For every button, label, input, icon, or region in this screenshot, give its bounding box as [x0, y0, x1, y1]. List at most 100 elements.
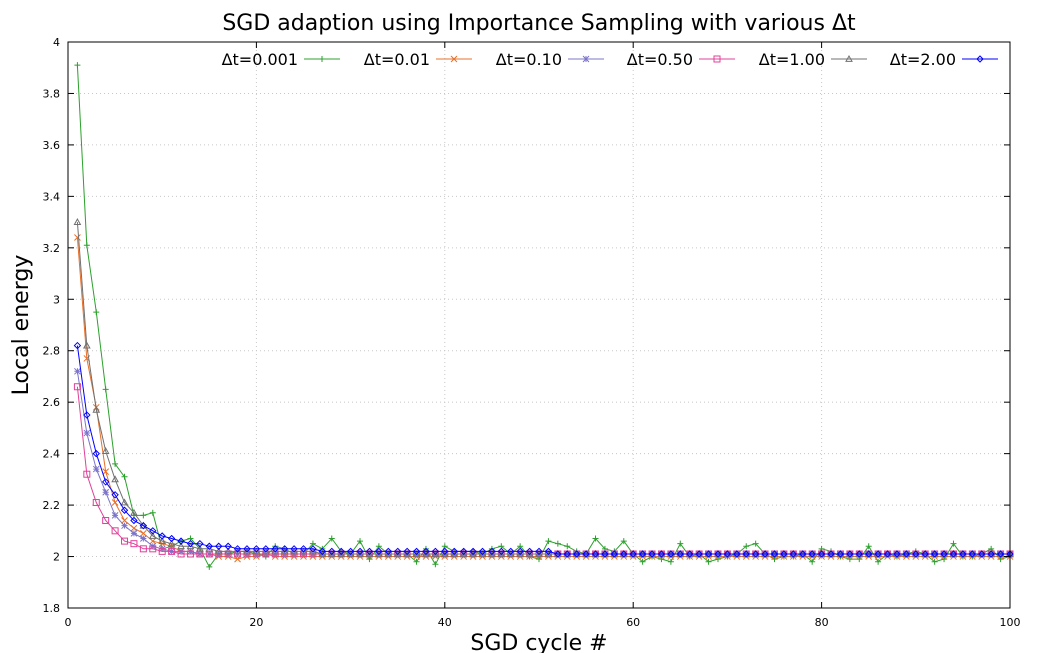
- axis-ticks: 0 20 40 60 80 100 1.8 2 2.2 2.4 2.6 2.8 3 3.2 3.4 3.6 3.…: [43, 36, 1021, 629]
- data-point: [545, 538, 552, 545]
- data-point: [186, 539, 195, 548]
- data-point: [111, 491, 119, 499]
- data-point: [450, 549, 459, 557]
- data-point: [422, 547, 430, 556]
- series-line: [76, 345, 1010, 555]
- data-point: [149, 527, 157, 535]
- x-tick-label: 40: [438, 616, 452, 629]
- data-point: [82, 341, 91, 349]
- legend-label: Δt=0.50: [627, 50, 693, 69]
- data-point: [111, 527, 119, 535]
- data-point: [544, 549, 553, 557]
- data-point: [74, 367, 81, 375]
- data-point: [440, 549, 449, 557]
- data-point: [73, 218, 82, 225]
- data-point: [196, 544, 204, 552]
- data-point: [101, 447, 110, 454]
- legend-marker: [450, 55, 458, 63]
- data-point: [657, 550, 666, 558]
- data-point: [959, 550, 967, 558]
- data-point: [432, 561, 439, 568]
- data-point: [704, 550, 713, 558]
- series-5: [73, 341, 1014, 558]
- series-1: [74, 234, 1014, 563]
- series-layer: [73, 62, 1014, 570]
- data-point: [365, 547, 374, 556]
- data-point: [535, 547, 543, 556]
- data-point: [836, 550, 845, 558]
- data-point: [875, 558, 882, 565]
- data-point: [318, 547, 327, 556]
- data-point: [74, 234, 81, 241]
- data-point: [92, 405, 101, 413]
- data-point: [978, 550, 986, 558]
- data-point: [629, 550, 637, 558]
- data-point: [686, 550, 694, 558]
- data-point: [215, 542, 223, 550]
- legend-label: Δt=0.10: [496, 50, 562, 69]
- data-point: [525, 549, 534, 557]
- x-axis-label: SGD cycle #: [470, 631, 607, 653]
- data-point: [478, 549, 487, 557]
- legend-marker: [319, 56, 325, 62]
- data-point: [413, 558, 420, 565]
- data-point: [375, 547, 383, 556]
- data-point: [893, 550, 901, 558]
- data-point: [488, 549, 496, 557]
- data-point: [130, 508, 138, 516]
- data-point: [346, 547, 355, 556]
- data-point: [525, 547, 534, 556]
- series-line: [76, 371, 1010, 555]
- data-point: [846, 550, 854, 558]
- data-point: [299, 545, 308, 553]
- data-point: [140, 512, 147, 519]
- data-point: [130, 516, 138, 525]
- y-tick-label: 3: [53, 293, 60, 306]
- data-point: [384, 547, 392, 556]
- data-point: [73, 383, 81, 391]
- data-point: [497, 549, 506, 557]
- data-point: [356, 547, 364, 556]
- data-point: [102, 517, 110, 525]
- data-point: [92, 499, 100, 507]
- data-point: [375, 549, 383, 557]
- data-point: [469, 547, 477, 556]
- data-point: [83, 470, 91, 478]
- data-point: [582, 550, 590, 558]
- data-point: [592, 535, 599, 542]
- data-point: [761, 550, 769, 558]
- data-point: [780, 550, 788, 558]
- data-point: [252, 547, 261, 555]
- data-point: [601, 550, 609, 558]
- data-point: [883, 550, 892, 558]
- legend: Δt=0.001 Δt=0.01 Δt=0.10 Δt=0.50 Δt=1.00 Δt=2…: [222, 50, 998, 69]
- data-point: [554, 550, 562, 558]
- data-point: [751, 550, 760, 558]
- data-point: [535, 549, 543, 557]
- data-point: [261, 547, 270, 555]
- data-point: [874, 550, 882, 558]
- legend-marker: [845, 54, 853, 62]
- data-point: [337, 547, 345, 556]
- data-point: [968, 550, 977, 558]
- x-tick-label: 100: [1000, 616, 1021, 629]
- data-point: [149, 509, 156, 516]
- data-point: [695, 550, 703, 558]
- data-point: [459, 549, 468, 557]
- data-point: [121, 522, 128, 530]
- y-tick-label: 3.2: [43, 242, 61, 255]
- data-point: [384, 549, 393, 557]
- data-point: [121, 473, 128, 480]
- data-point: [667, 550, 675, 558]
- legend-marker: [976, 55, 984, 63]
- data-point: [205, 542, 214, 550]
- legend-item: Δt=2.00: [890, 50, 998, 69]
- data-point: [167, 539, 176, 547]
- x-tick-label: 80: [815, 616, 829, 629]
- data-point: [167, 534, 176, 543]
- legend-item: Δt=0.001: [222, 50, 340, 69]
- data-point: [149, 545, 157, 553]
- data-point: [102, 488, 110, 496]
- data-point: [356, 549, 364, 557]
- data-point: [243, 547, 251, 555]
